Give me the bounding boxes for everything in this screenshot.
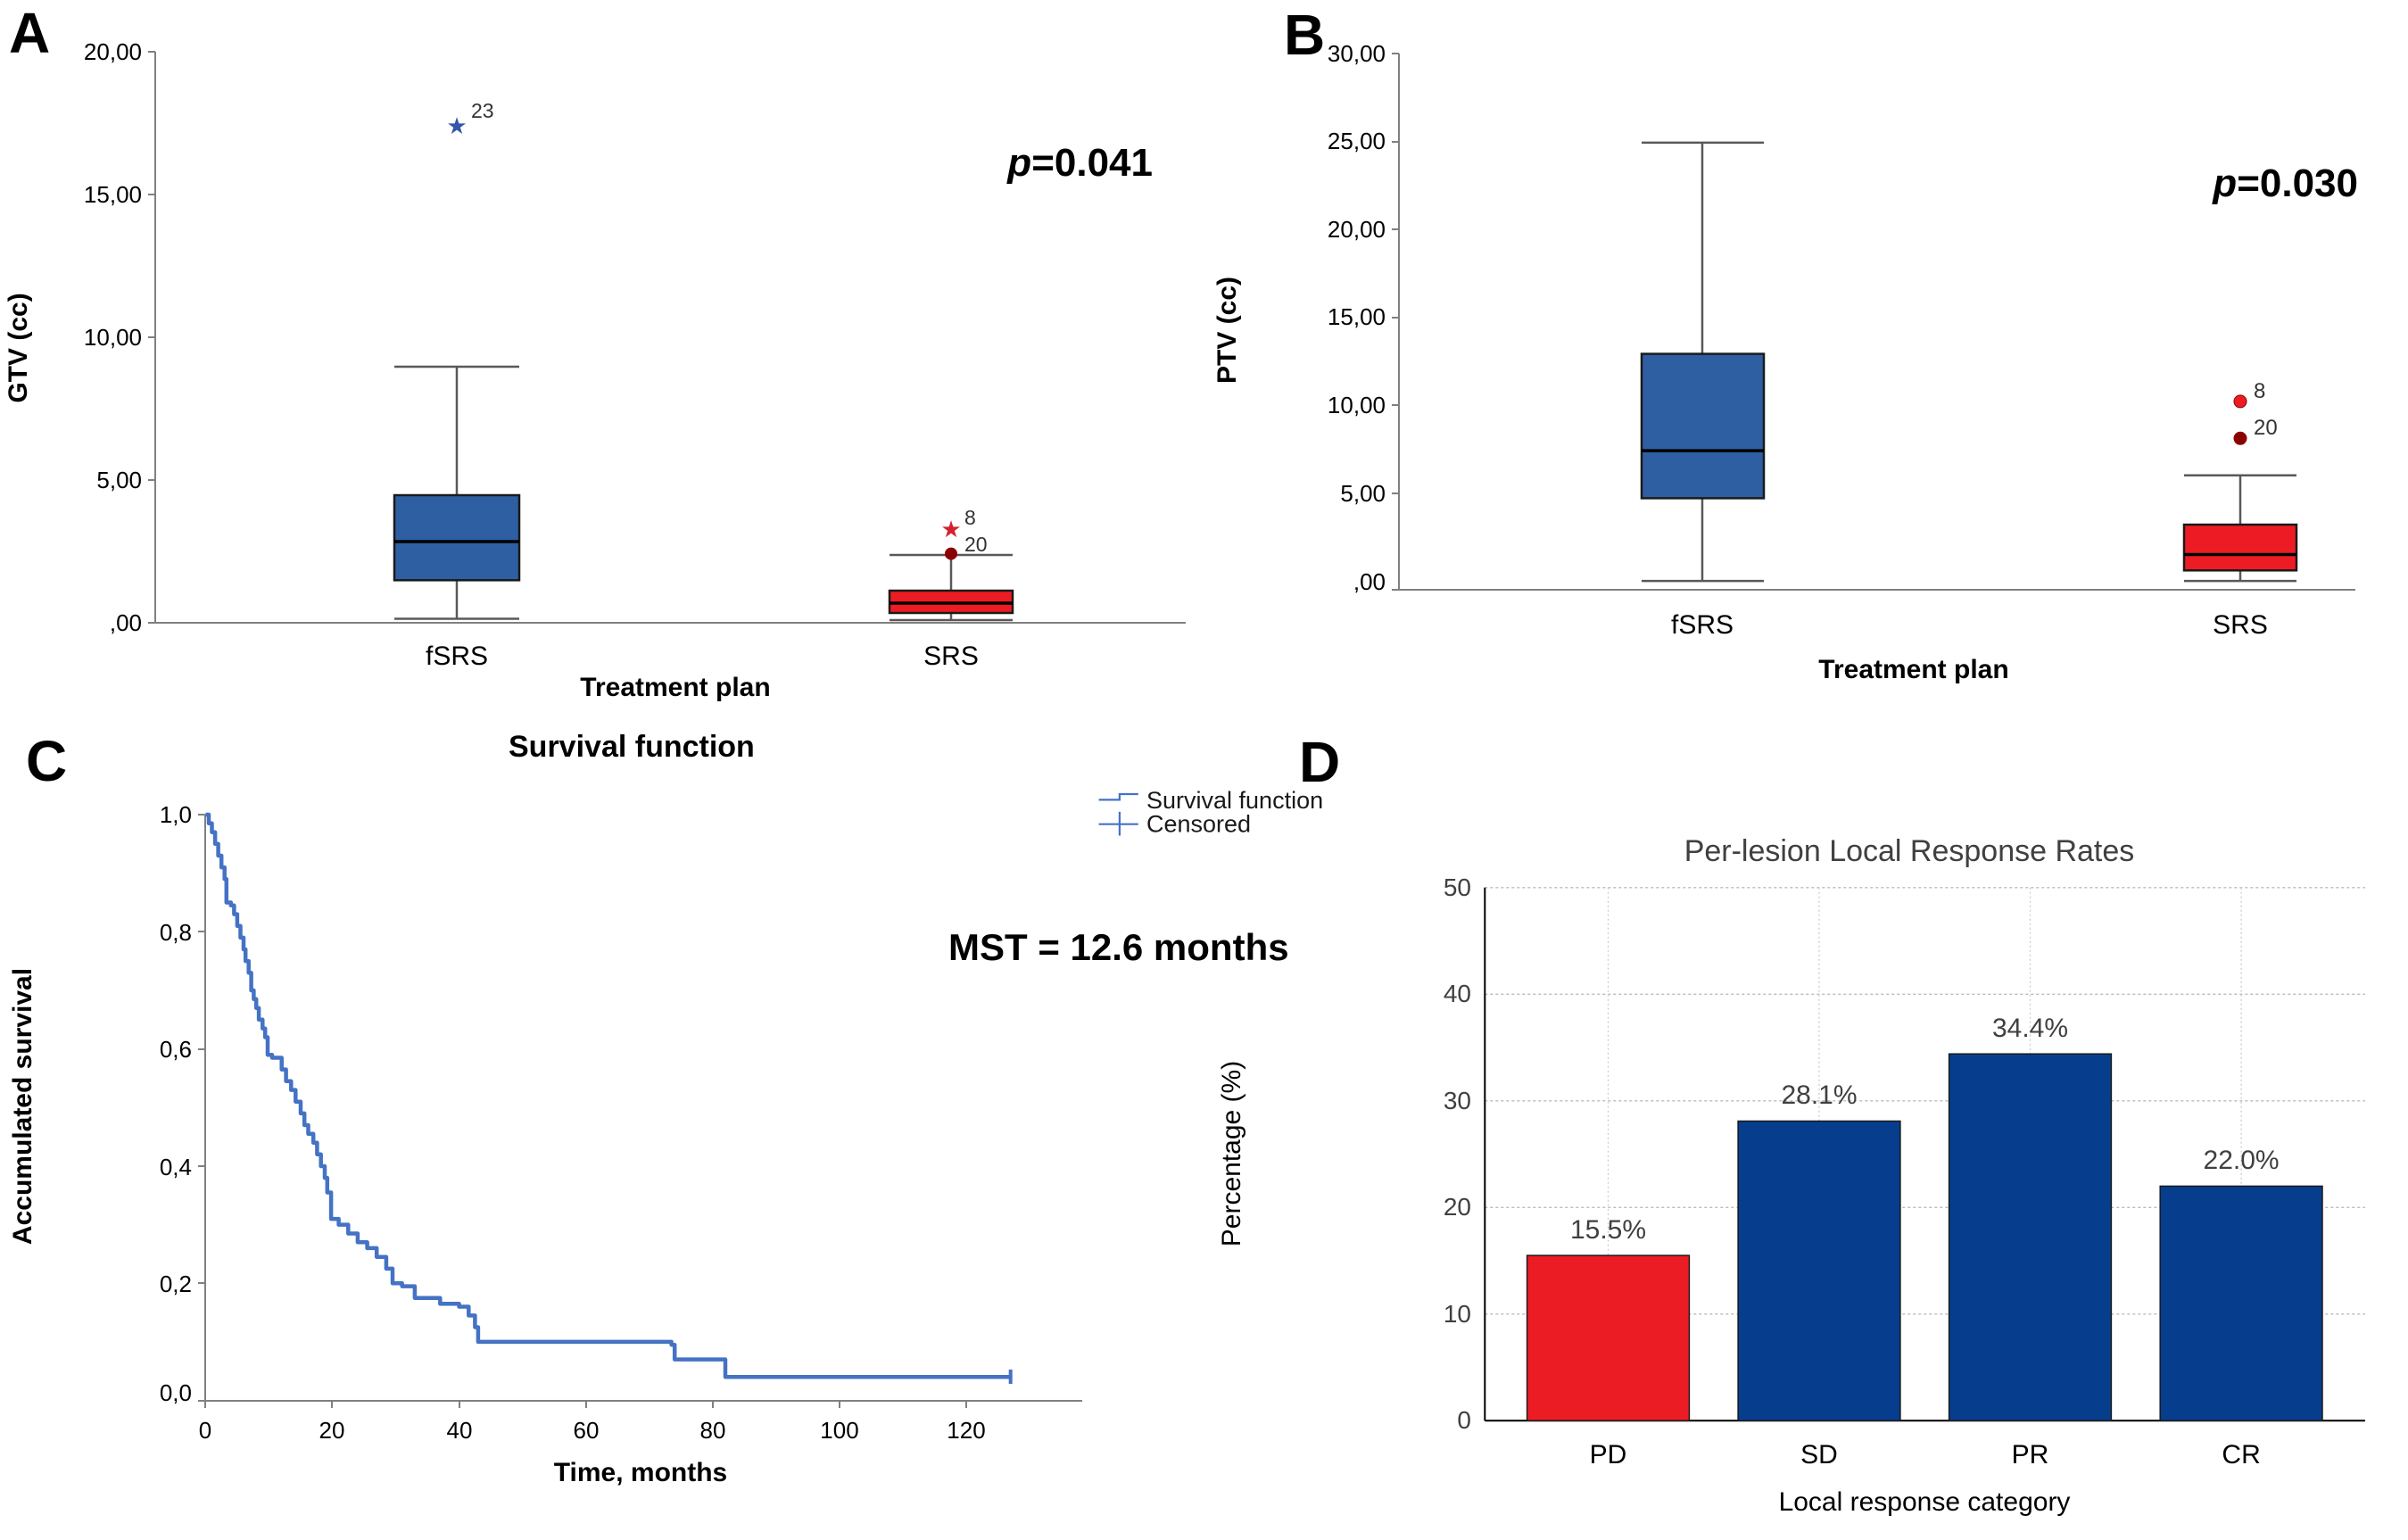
svg-text:Time, months: Time, months — [554, 1458, 727, 1487]
svg-text:★: ★ — [940, 516, 961, 542]
svg-text:5,00: 5,00 — [96, 467, 142, 493]
svg-text:20: 20 — [964, 533, 988, 556]
svg-text:50: 50 — [1444, 873, 1471, 901]
svg-text:20: 20 — [1444, 1193, 1471, 1221]
svg-text:120: 120 — [947, 1417, 985, 1444]
svg-text:22.0%: 22.0% — [2204, 1146, 2280, 1175]
svg-text:15.5%: 15.5% — [1570, 1215, 1646, 1245]
svg-text:5,00: 5,00 — [1340, 480, 1386, 507]
svg-text:20: 20 — [2254, 416, 2278, 440]
svg-text:PTV (cc): PTV (cc) — [1212, 277, 1242, 384]
svg-text:10,00: 10,00 — [84, 324, 142, 351]
svg-text:fSRS: fSRS — [426, 642, 488, 671]
svg-text:8: 8 — [2254, 379, 2265, 403]
svg-text:20: 20 — [319, 1417, 345, 1444]
svg-text:15,00: 15,00 — [84, 181, 142, 208]
svg-text:40: 40 — [447, 1417, 473, 1444]
svg-text:★: ★ — [446, 112, 467, 139]
svg-text:30,00: 30,00 — [1328, 40, 1386, 67]
svg-text:10: 10 — [1444, 1300, 1471, 1328]
svg-text:p=0.041: p=0.041 — [1006, 141, 1153, 185]
svg-text:0,8: 0,8 — [160, 919, 192, 946]
svg-text:0,6: 0,6 — [160, 1036, 192, 1063]
svg-text:0,0: 0,0 — [160, 1379, 192, 1406]
svg-text:CR: CR — [2222, 1440, 2260, 1470]
svg-text:SD: SD — [1800, 1440, 1838, 1470]
svg-text:SRS: SRS — [2213, 610, 2268, 640]
svg-text:15,00: 15,00 — [1328, 303, 1386, 330]
svg-text:0,2: 0,2 — [160, 1271, 192, 1297]
svg-text:0,4: 0,4 — [160, 1154, 192, 1180]
svg-text:10,00: 10,00 — [1328, 392, 1386, 418]
svg-text:8: 8 — [964, 506, 976, 529]
svg-text:,00: ,00 — [110, 609, 142, 636]
svg-text:0: 0 — [199, 1417, 211, 1444]
svg-text:p=0.030: p=0.030 — [2212, 161, 2358, 205]
svg-text:60: 60 — [574, 1417, 600, 1444]
svg-text:Treatment plan: Treatment plan — [580, 673, 770, 702]
svg-text:Per-lesion Local Response Rate: Per-lesion Local Response Rates — [1684, 834, 2135, 868]
svg-text:GTV (cc): GTV (cc) — [4, 293, 33, 402]
svg-text:Percentage (%): Percentage (%) — [1217, 1061, 1246, 1246]
svg-text:80: 80 — [700, 1417, 726, 1444]
svg-text:100: 100 — [820, 1417, 858, 1444]
svg-text:20,00: 20,00 — [1328, 216, 1386, 243]
svg-text:SRS: SRS — [923, 642, 979, 671]
svg-text:0: 0 — [1457, 1406, 1471, 1434]
svg-text:PD: PD — [1590, 1440, 1627, 1470]
svg-text:1,0: 1,0 — [160, 801, 192, 828]
svg-text:Local response category: Local response category — [1779, 1487, 2071, 1517]
svg-text:23: 23 — [471, 99, 494, 122]
svg-text:30: 30 — [1444, 1087, 1471, 1114]
svg-text:20,00: 20,00 — [84, 38, 142, 65]
svg-text:PR: PR — [2012, 1440, 2049, 1470]
svg-text:fSRS: fSRS — [1671, 610, 1734, 640]
svg-text:28.1%: 28.1% — [1781, 1080, 1857, 1110]
svg-text:25,00: 25,00 — [1328, 128, 1386, 154]
svg-text:Accumulated survival: Accumulated survival — [8, 968, 37, 1245]
svg-text:,00: ,00 — [1353, 568, 1386, 595]
svg-text:Treatment plan: Treatment plan — [1818, 655, 2008, 684]
svg-text:40: 40 — [1444, 980, 1471, 1007]
svg-text:34.4%: 34.4% — [1992, 1014, 2068, 1043]
